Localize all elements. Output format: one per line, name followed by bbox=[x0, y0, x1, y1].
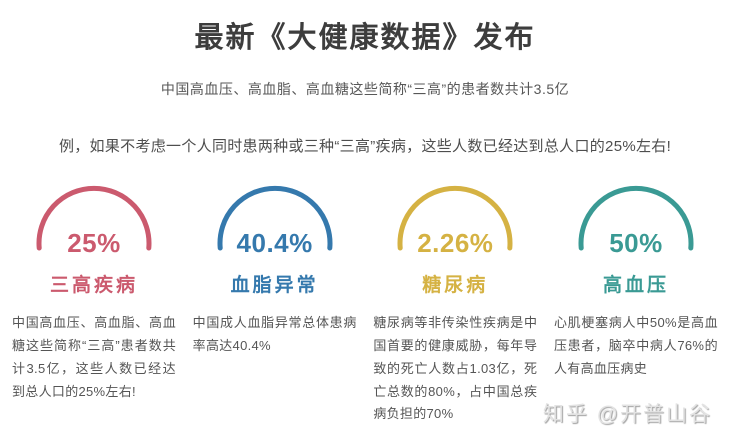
stats-row: 25% 三高疾病 中国高血压、高血脂、高血糖这些简称“三高”患者数共计3.5亿，… bbox=[0, 184, 730, 426]
gauge-gaoxueya: 50% bbox=[572, 184, 700, 259]
page-title: 最新《大健康数据》发布 bbox=[194, 22, 536, 54]
stat-label: 三高疾病 bbox=[49, 275, 138, 297]
stat-label: 高血压 bbox=[602, 275, 669, 297]
stat-percent: 2.26% bbox=[417, 228, 494, 259]
gauge-arc-icon bbox=[36, 186, 152, 251]
stat-description: 中国高血压、高血脂、高血糖这些简称“三高”患者数共计3.5亿，这些人数已经达到总… bbox=[12, 315, 176, 399]
stat-description: 糖尿病等非传染性疾病是中国首要的健康威胁，每年导致的死亡人数占1.03亿，死亡总… bbox=[373, 315, 538, 422]
gauge-tangniaobing: 2.26% bbox=[391, 184, 519, 259]
intro-line: 例，如果不考虑一个人同时患两种或三种“三高”疾病，这些人数已经达到总人口的25%… bbox=[58, 138, 672, 156]
stat-description: 中国成人血脂异常总体患病率高达40.4% bbox=[192, 315, 357, 354]
stat-card-gaoxueya: 50% 高血压 心肌梗塞病人中50%是高血压患者，脑卒中病人76%的人有高血压病… bbox=[554, 184, 718, 426]
stat-label: 糖尿病 bbox=[422, 275, 489, 297]
gauge-arc-icon bbox=[397, 186, 513, 251]
stat-percent: 50% bbox=[609, 228, 663, 259]
gauge-arc-icon bbox=[217, 186, 333, 251]
page-subtitle: 中国高血压、高血脂、高血糖这些简称“三高”的患者数共计3.5亿 bbox=[160, 81, 570, 98]
stat-label: 血脂异常 bbox=[230, 275, 319, 297]
zhihu-watermark: 知乎 @开普山谷 bbox=[542, 403, 712, 426]
gauge-xuezhi: 40.4% bbox=[211, 184, 339, 259]
gauge-arc-icon bbox=[578, 186, 694, 251]
stat-card-xuezhi: 40.4% 血脂异常 中国成人血脂异常总体患病率高达40.4% bbox=[193, 184, 357, 426]
stat-card-tangniaobing: 2.26% 糖尿病 糖尿病等非传染性疾病是中国首要的健康威胁，每年导致的死亡人数… bbox=[373, 184, 537, 426]
stat-description: 心肌梗塞病人中50%是高血压患者，脑卒中病人76%的人有高血压病史 bbox=[553, 315, 718, 376]
header: 最新《大健康数据》发布 中国高血压、高血脂、高血糖这些简称“三高”的患者数共计3… bbox=[0, 0, 730, 156]
stat-percent: 40.4% bbox=[236, 228, 313, 259]
gauge-sangao: 25% bbox=[30, 184, 158, 259]
stat-card-sangao: 25% 三高疾病 中国高血压、高血脂、高血糖这些简称“三高”患者数共计3.5亿，… bbox=[12, 184, 176, 426]
stat-percent: 25% bbox=[67, 228, 121, 259]
